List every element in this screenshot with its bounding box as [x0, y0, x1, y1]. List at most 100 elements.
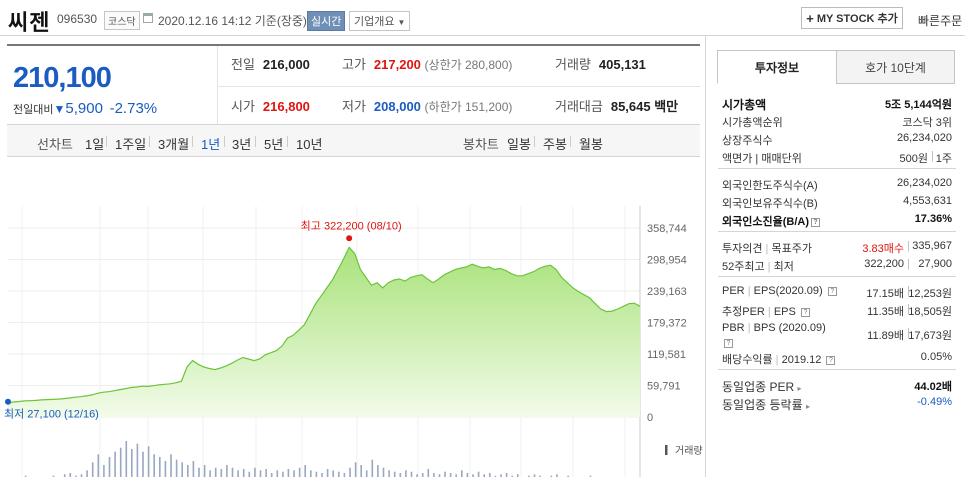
- y-tick-label: 358,744: [647, 223, 687, 235]
- top-bar: 씨젠 096530 코스닥 2020.12.16 14:12 기준(장중) 실시…: [0, 0, 965, 36]
- volume-bar: [91, 462, 94, 481]
- right-panel: 투자정보 호가 10단계 시가총액 5조 5,144억원 시가총액순위 코스닥 3위…: [705, 36, 965, 477]
- volume-bar: [433, 473, 435, 481]
- volume-bar: [187, 465, 189, 481]
- chevron-down-icon: ▼: [397, 18, 406, 27]
- period-1d[interactable]: 1일: [85, 137, 105, 152]
- opinion-row: 투자의견 | 목표주가 3.83매수 | 335,967: [722, 240, 952, 255]
- low-marker: [5, 398, 11, 405]
- high-annotation: 최고 322,200 (08/10): [301, 219, 402, 232]
- period-3m[interactable]: 3개월: [158, 137, 190, 152]
- foreign-rate-label: 외국인소진율(B/A)?: [722, 213, 820, 229]
- candle-daily[interactable]: 일봉: [507, 137, 531, 152]
- volume-bar: [220, 469, 223, 481]
- volume-bar: [410, 471, 413, 481]
- help-icon[interactable]: ?: [827, 287, 837, 296]
- volume-bar: [242, 469, 245, 481]
- volume-label: ▎거래량: [665, 445, 703, 457]
- volume-bar: [393, 471, 396, 481]
- fast-order-link[interactable]: 빠른주문: [918, 14, 963, 28]
- candle-monthly[interactable]: 월봉: [579, 137, 603, 152]
- volume: 거래량 405,131: [555, 57, 646, 72]
- volume-bar: [321, 473, 323, 481]
- volume-bar: [315, 471, 318, 481]
- help-icon[interactable]: ?: [826, 356, 836, 365]
- volume-bar: [371, 459, 374, 481]
- volume-bar: [421, 473, 424, 481]
- plus-icon: +: [806, 10, 814, 26]
- volume-bar: [449, 473, 452, 481]
- volume-bar: [427, 469, 430, 481]
- volume-bar: [377, 465, 379, 481]
- info-tabs: 투자정보 호가 10단계: [717, 50, 955, 84]
- volume-bar: [125, 441, 128, 481]
- help-icon[interactable]: ?: [811, 218, 820, 227]
- volume-bar: [349, 467, 351, 481]
- volume-bar: [181, 462, 183, 481]
- company-info-dropdown[interactable]: 기업개요 ▼: [349, 11, 411, 31]
- volume-bar: [153, 454, 155, 481]
- y-tick-label: 239,163: [647, 286, 687, 298]
- price-area: [8, 247, 640, 417]
- chart-svg: 358,744 298,954 239,163 179,372 119,581 59,79…: [4, 206, 703, 482]
- volume-bar: [136, 443, 139, 481]
- invest-info-table: 시가총액 5조 5,144억원 시가총액순위 코스닥 3위 상장주식수 26,234,…: [718, 93, 956, 412]
- volume-bar: [477, 471, 480, 481]
- help-icon[interactable]: ?: [724, 339, 733, 348]
- low-annotation: 최저 27,100 (12/16): [4, 408, 99, 421]
- period-3y[interactable]: 3년: [232, 137, 252, 152]
- volume-bar: [405, 470, 407, 481]
- period-selector: 선차트 1일 1주일 3개월 1년 3년 5년 10년 봉차트 일봉 주봉 월봉: [7, 124, 700, 157]
- period-5y[interactable]: 5년: [264, 137, 284, 152]
- volume-bar: [310, 470, 312, 481]
- volume-bar: [170, 454, 172, 481]
- volume-bar: [203, 465, 206, 481]
- volume-bar: [231, 467, 234, 481]
- stock-name: 씨젠: [8, 10, 51, 35]
- volume-bar: [259, 470, 262, 481]
- price-chart: 358,744 298,954 239,163 179,372 119,581 59,79…: [0, 176, 705, 482]
- market-cap-row: 시가총액 5조 5,144억원: [722, 98, 952, 112]
- tab-invest-info[interactable]: 투자정보: [717, 50, 837, 84]
- volume-bar: [254, 467, 256, 481]
- period-1w[interactable]: 1주일: [115, 137, 147, 152]
- w52-row: 52주최고 | 최저 322,200 | 27,900: [722, 258, 952, 273]
- volume-bar: [365, 470, 368, 481]
- volume-bar: [192, 461, 195, 481]
- volume-bar: [103, 465, 105, 481]
- my-stock-add-button[interactable]: + MY STOCK 추가: [801, 7, 903, 29]
- volume-bar: [237, 470, 239, 481]
- volume-bar: [298, 467, 301, 481]
- tab-orderbook[interactable]: 호가 10단계: [836, 50, 955, 84]
- volume-bar: [97, 454, 100, 481]
- volume-bar: [119, 447, 122, 481]
- volume-bar: [159, 457, 161, 481]
- volume-bar: [388, 470, 390, 481]
- realtime-button[interactable]: 실시간: [307, 11, 346, 31]
- dividend-row: 배당수익률 | 2019.12 ? 0.05%: [722, 351, 952, 366]
- down-triangle-icon: ▼: [53, 102, 66, 116]
- y-tick-label: 0: [647, 412, 653, 424]
- volume-bar: [276, 470, 279, 481]
- period-1y[interactable]: 1년: [201, 137, 221, 152]
- candle-chart-label: 봉차트: [463, 137, 499, 152]
- volume-bar: [270, 473, 273, 481]
- volume-bar: [214, 467, 217, 481]
- help-icon[interactable]: ?: [800, 308, 810, 317]
- per-row: PER | EPS(2020.09) ? 17.15배 | 12,253원: [722, 285, 952, 300]
- low-price: 저가 208,000 (하한가 151,200): [342, 99, 513, 114]
- volume-bar: [69, 473, 72, 481]
- volume-bar: [131, 449, 133, 481]
- volume-bar: [505, 473, 508, 481]
- period-10y[interactable]: 10년: [296, 137, 323, 152]
- line-chart-label: 선차트: [37, 137, 73, 152]
- volume-bar: [86, 470, 88, 481]
- volume-bar: [142, 451, 144, 481]
- volume-bar: [382, 467, 385, 481]
- volume-bar: [354, 462, 357, 481]
- volume-bar: [282, 471, 284, 481]
- current-price: 210,100: [13, 62, 112, 94]
- volume-bar: [226, 465, 228, 481]
- candle-weekly[interactable]: 주봉: [543, 137, 567, 152]
- foreign-limit-row: 외국인한도주식수(A) 26,234,020: [722, 177, 952, 192]
